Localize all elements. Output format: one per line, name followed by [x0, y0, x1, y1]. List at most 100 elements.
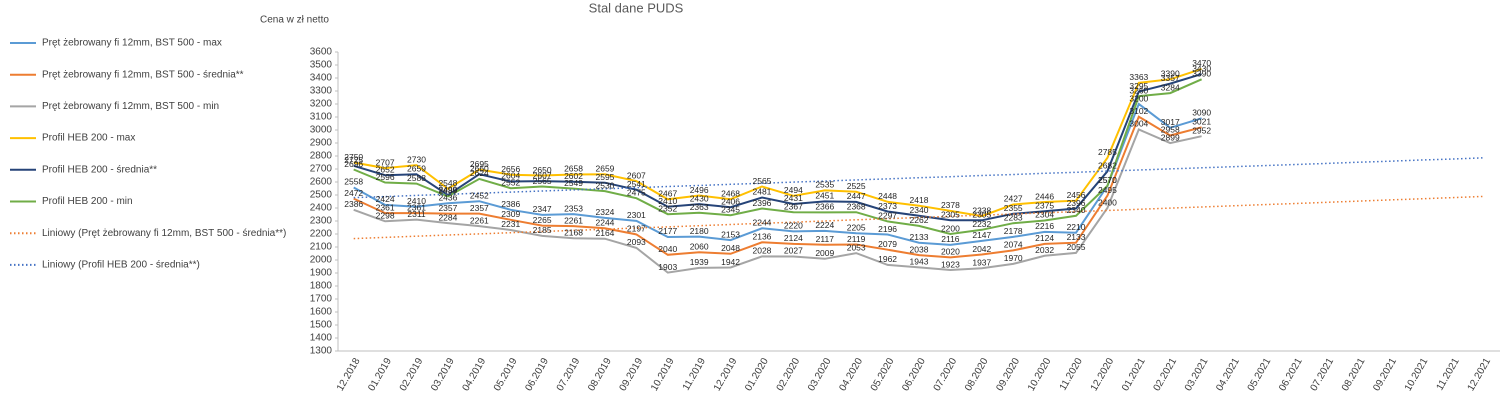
data-label: 2200	[941, 223, 960, 233]
x-tick-label: 04.2019	[461, 356, 489, 393]
data-label: 2363	[690, 202, 709, 212]
y-tick-label: 3200	[310, 99, 333, 110]
data-label: 2525	[847, 181, 866, 191]
data-label: 3430	[1192, 63, 1211, 73]
data-label: 2496	[690, 185, 709, 195]
data-label: 2624	[470, 168, 489, 178]
series-line	[353, 67, 1202, 218]
data-label: 2338	[972, 205, 991, 215]
data-label: 1903	[658, 262, 677, 272]
data-label: 2431	[784, 193, 803, 203]
data-label: 2489	[438, 186, 457, 196]
data-label: 2261	[470, 215, 489, 225]
data-label: 2430	[690, 193, 709, 203]
data-label: 2436	[438, 193, 457, 203]
trend-line	[353, 157, 1485, 199]
x-tick-label: 01.2019	[366, 356, 394, 393]
data-label: 2119	[847, 234, 866, 244]
data-label: 2958	[1161, 125, 1180, 135]
data-label: 2595	[595, 172, 614, 182]
data-label: 2116	[941, 234, 960, 244]
x-tick-label: 12.2019	[712, 356, 740, 393]
data-label: 2055	[1067, 242, 1086, 252]
x-tick-label: 05.2020	[869, 356, 897, 393]
data-label: 2297	[878, 211, 897, 221]
data-label: 2355	[1004, 203, 1023, 213]
data-label: 2659	[595, 164, 614, 174]
data-label: 2197	[627, 224, 646, 234]
data-label: 2656	[501, 164, 520, 174]
x-tick-label: 12.2020	[1089, 356, 1117, 393]
chart-title: Stal dane PUDS	[589, 0, 684, 15]
data-label: 2596	[376, 172, 395, 182]
y-tick-label: 2900	[310, 138, 333, 149]
data-label: 2340	[910, 205, 929, 215]
data-label: 2378	[941, 200, 960, 210]
data-label: 2695	[470, 159, 489, 169]
data-label: 2361	[376, 202, 395, 212]
x-tick-label: 06.2019	[523, 356, 551, 393]
data-label: 2410	[407, 196, 426, 206]
data-label: 2028	[753, 246, 772, 256]
y-tick-label: 1700	[310, 294, 333, 305]
data-label: 2361	[407, 202, 426, 212]
data-label: 2604	[501, 171, 520, 181]
y-tick-label: 1500	[310, 320, 333, 331]
data-label: 2475	[627, 188, 646, 198]
data-label: 2311	[407, 209, 426, 219]
data-label: 2265	[533, 215, 552, 225]
data-label: 2400	[1098, 197, 1117, 207]
data-label: 2232	[972, 219, 991, 229]
y-tick-label: 3400	[310, 73, 333, 84]
data-label: 2386	[501, 199, 520, 209]
data-label: 2549	[564, 178, 583, 188]
data-label: 2659	[407, 164, 426, 174]
data-label: 2452	[470, 190, 489, 200]
x-tick-label: 11.2020	[1058, 356, 1085, 393]
data-label: 2530	[595, 180, 614, 190]
data-label: 2053	[847, 242, 866, 252]
y-tick-label: 3000	[310, 125, 333, 136]
series-line	[353, 73, 1202, 222]
data-label: 2650	[533, 165, 552, 175]
data-label: 2602	[564, 171, 583, 181]
data-label: 2133	[1067, 232, 1086, 242]
data-label: 2345	[721, 204, 740, 214]
data-label: 2424	[376, 194, 395, 204]
data-label: 2570	[1098, 175, 1117, 185]
data-label: 2607	[627, 170, 646, 180]
series-line	[353, 115, 1202, 259]
data-label: 2446	[1035, 191, 1054, 201]
data-label: 2427	[1004, 194, 1023, 204]
data-label: 2027	[784, 246, 803, 256]
data-label: 2952	[1192, 125, 1211, 135]
data-label: 2180	[690, 226, 709, 236]
x-tick-label: 05.2019	[492, 356, 520, 393]
x-tick-label: 01.2021	[1120, 356, 1148, 393]
data-label: 3200	[1129, 93, 1148, 103]
y-tick-label: 2300	[310, 216, 333, 227]
data-label: 3390	[1161, 69, 1180, 79]
data-label: 1970	[1004, 253, 1023, 263]
data-label: 1923	[941, 259, 960, 269]
data-label: 1962	[878, 254, 897, 264]
data-label: 2079	[878, 239, 897, 249]
y-tick-label: 2600	[310, 177, 333, 188]
data-label: 2565	[533, 176, 552, 186]
data-label: 2353	[564, 203, 583, 213]
data-label: 2481	[753, 187, 772, 197]
data-label: 2410	[658, 196, 677, 206]
y-tick-label: 3300	[310, 86, 333, 97]
data-label: 2284	[438, 212, 457, 222]
data-label: 2020	[941, 247, 960, 257]
y-tick-label: 1400	[310, 333, 333, 344]
data-label: 2386	[344, 199, 363, 209]
y-tick-label: 2400	[310, 203, 333, 214]
data-label: 2535	[815, 180, 834, 190]
y-tick-label: 3600	[310, 47, 333, 58]
data-label: 2499	[438, 184, 457, 194]
x-tick-label: 03.2020	[806, 356, 834, 393]
series-line	[353, 78, 1203, 236]
data-label: 2347	[533, 204, 552, 214]
